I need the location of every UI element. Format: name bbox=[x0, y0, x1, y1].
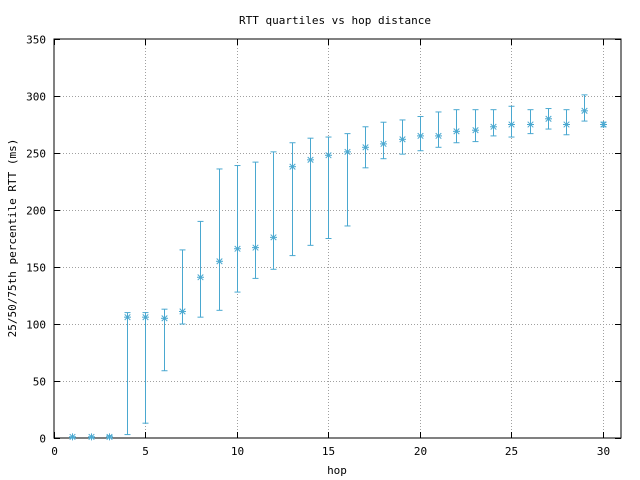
data-point bbox=[197, 220, 204, 318]
data-point bbox=[490, 109, 497, 137]
data-point bbox=[234, 165, 241, 293]
data-point bbox=[417, 116, 424, 152]
data-point bbox=[106, 433, 113, 441]
median-marker bbox=[142, 313, 149, 321]
y-tick-label: 300 bbox=[26, 91, 46, 104]
x-tick-label: 0 bbox=[51, 445, 58, 458]
median-marker bbox=[545, 115, 552, 123]
median-marker bbox=[270, 233, 277, 241]
data-point bbox=[453, 109, 460, 144]
median-marker bbox=[600, 121, 607, 128]
data-point bbox=[179, 249, 186, 325]
data-point bbox=[142, 312, 149, 424]
y-axis-label: 25/50/75th percentile RTT (ms) bbox=[6, 139, 19, 338]
median-marker bbox=[581, 107, 588, 115]
grid bbox=[54, 39, 621, 438]
data-point bbox=[307, 137, 314, 246]
median-marker bbox=[69, 433, 76, 441]
data-point bbox=[527, 109, 534, 135]
median-marker bbox=[106, 433, 113, 441]
data-point bbox=[600, 121, 607, 128]
y-tick-label: 100 bbox=[26, 319, 46, 332]
data-point bbox=[88, 433, 95, 441]
median-marker bbox=[417, 132, 424, 140]
median-marker bbox=[344, 148, 351, 156]
chart-title: RTT quartiles vs hop distance bbox=[239, 14, 431, 27]
median-marker bbox=[307, 156, 314, 164]
median-marker bbox=[527, 121, 534, 128]
y-tick-label: 250 bbox=[26, 148, 46, 161]
data-point bbox=[545, 108, 552, 130]
x-tick-label: 20 bbox=[414, 445, 427, 458]
data-point bbox=[161, 308, 168, 372]
y-tick-label: 50 bbox=[33, 376, 46, 389]
data-point bbox=[289, 142, 296, 257]
data-point bbox=[216, 168, 223, 311]
median-marker bbox=[179, 307, 186, 315]
x-tick-label: 15 bbox=[322, 445, 335, 458]
x-tick-label: 5 bbox=[142, 445, 149, 458]
x-axis-label: hop bbox=[327, 464, 347, 477]
data-point bbox=[252, 161, 259, 279]
median-marker bbox=[399, 135, 406, 143]
median-marker bbox=[234, 245, 241, 253]
data-point bbox=[581, 94, 588, 122]
axis-ticks: 0 50 100 150 200 250 300 350 0 5 10 15 20 25 30 bbox=[26, 34, 621, 458]
data-point bbox=[325, 136, 332, 239]
median-marker bbox=[124, 313, 131, 321]
x-tick-label: 30 bbox=[597, 445, 610, 458]
y-tick-label: 0 bbox=[39, 433, 46, 446]
median-marker bbox=[435, 132, 442, 140]
median-marker bbox=[289, 163, 296, 171]
y-tick-label: 350 bbox=[26, 34, 46, 47]
data-point bbox=[69, 433, 76, 441]
median-marker bbox=[197, 273, 204, 281]
median-marker bbox=[563, 121, 570, 128]
median-marker bbox=[88, 433, 95, 441]
x-tick-label: 10 bbox=[231, 445, 244, 458]
data-point bbox=[362, 126, 369, 169]
data-point bbox=[344, 133, 351, 227]
y-tick-label: 200 bbox=[26, 205, 46, 218]
median-marker bbox=[490, 123, 497, 131]
data-point bbox=[435, 111, 442, 148]
median-marker bbox=[161, 314, 168, 322]
plot-frame bbox=[53, 38, 622, 439]
data-point bbox=[399, 119, 406, 155]
data-point bbox=[270, 151, 277, 270]
median-marker bbox=[453, 127, 460, 135]
median-marker bbox=[472, 126, 479, 134]
data-point bbox=[472, 109, 479, 143]
median-marker bbox=[325, 151, 332, 159]
median-marker bbox=[216, 257, 223, 265]
y-tick-label: 150 bbox=[26, 262, 46, 275]
x-tick-label: 25 bbox=[505, 445, 518, 458]
data-point bbox=[508, 105, 515, 138]
data-point bbox=[380, 121, 387, 160]
median-marker bbox=[380, 140, 387, 148]
series bbox=[69, 94, 607, 441]
median-marker bbox=[252, 244, 259, 252]
median-marker bbox=[362, 143, 369, 151]
data-point bbox=[563, 109, 570, 136]
median-marker bbox=[508, 121, 515, 128]
data-point bbox=[124, 312, 131, 436]
